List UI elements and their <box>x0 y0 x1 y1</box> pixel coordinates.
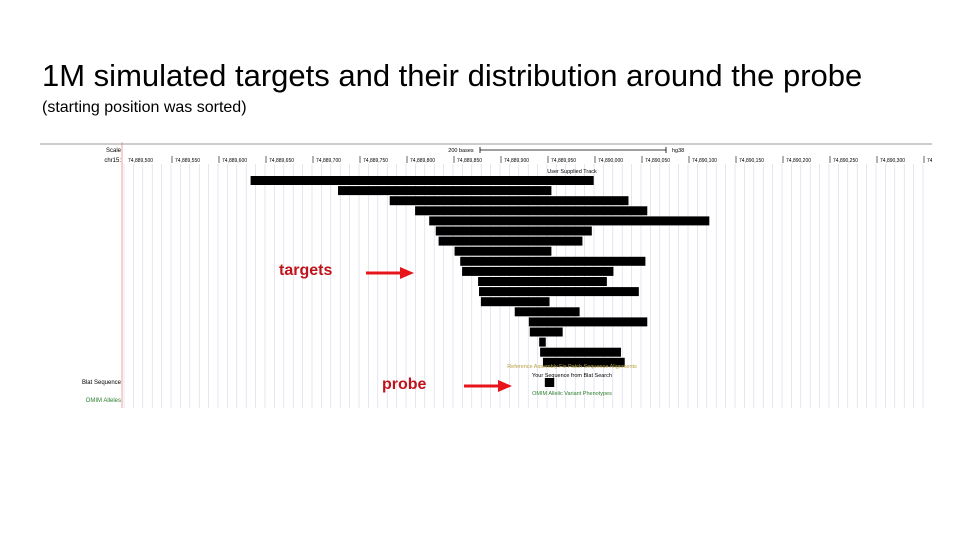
position-tick-label: 74,889,900 <box>504 158 529 164</box>
target-feature[interactable] <box>514 307 580 317</box>
target-feature[interactable] <box>529 327 563 337</box>
targets-arrow-icon <box>366 267 414 279</box>
position-tick-label: 74,890,050 <box>645 158 670 164</box>
target-feature[interactable] <box>540 347 621 357</box>
position-tick-label: 74,890,300 <box>880 158 905 164</box>
assembly-label: hg38 <box>672 148 684 154</box>
scale-label: Scale <box>106 148 122 154</box>
user-track-title: User Supplied Track <box>547 169 597 175</box>
target-feature[interactable] <box>542 357 625 367</box>
target-feature[interactable] <box>438 236 583 246</box>
target-feature[interactable] <box>460 256 646 266</box>
target-feature[interactable] <box>415 206 648 216</box>
position-tick-label: 74,889,850 <box>457 158 482 164</box>
chrom-label: chr15: <box>104 158 121 164</box>
position-ticks: 74,889,500 74,889,550 74,889,600 74,889,650… <box>128 156 932 164</box>
position-tick-label: 74,889,750 <box>363 158 388 164</box>
guide-lines <box>123 164 924 408</box>
position-tick-label: 74,890,100 <box>692 158 717 164</box>
blat-track-title: Your Sequence from Blat Search <box>532 373 612 379</box>
target-feature[interactable] <box>389 196 629 206</box>
scale-bar-text: 200 bases <box>448 148 474 154</box>
target-feature[interactable] <box>539 337 546 347</box>
probe-arrow-icon <box>464 380 512 392</box>
scale-bar-label-bg <box>443 146 479 154</box>
target-feature[interactable] <box>250 176 594 185</box>
position-tick-label: 74,889,950 <box>551 158 576 164</box>
targets-label: targets <box>279 262 333 279</box>
fix-patch-title: Reference Assembly Fix Patch Sequence Al… <box>507 364 637 370</box>
target-feature[interactable] <box>462 266 614 276</box>
position-tick-label: 74,890,250 <box>833 158 858 164</box>
position-tick-label: 74,890,150 <box>739 158 764 164</box>
position-tick-label: 74,889,550 <box>175 158 200 164</box>
position-tick-label: 74,889,500 <box>128 158 153 164</box>
blat-sequence-label[interactable]: Blat Sequence <box>82 380 122 386</box>
position-tick-label: 74 <box>927 158 932 164</box>
target-feature[interactable] <box>480 297 550 307</box>
target-feature[interactable] <box>478 277 607 286</box>
target-feature[interactable] <box>338 186 552 196</box>
slide-subtitle: (starting position was sorted) <box>42 99 247 116</box>
position-tick-label: 74,889,600 <box>222 158 247 164</box>
position-tick-label: 74,890,200 <box>786 158 811 164</box>
position-tick-label: 74,890,000 <box>598 158 623 164</box>
target-feature[interactable] <box>479 287 639 297</box>
omim-track-title: OMIM Allelic Variant Phenotypes <box>532 391 612 397</box>
target-feature[interactable] <box>454 246 552 256</box>
probe-label: probe <box>382 376 427 393</box>
slide-title: 1M simulated targets and their distribut… <box>42 58 863 93</box>
position-tick-label: 74,889,650 <box>269 158 294 164</box>
genome-browser-image: Scale chr15: 200 bases hg38 74,889,500 74… <box>40 142 932 408</box>
probe-feature[interactable] <box>544 378 555 387</box>
position-tick-label: 74,889,800 <box>410 158 435 164</box>
target-feature[interactable] <box>528 317 648 327</box>
target-feature[interactable] <box>435 226 592 236</box>
target-feature[interactable] <box>429 216 710 226</box>
omim-alleles-label[interactable]: OMIM Alleles <box>86 398 121 404</box>
position-tick-label: 74,889,700 <box>316 158 341 164</box>
target-features <box>250 176 710 367</box>
